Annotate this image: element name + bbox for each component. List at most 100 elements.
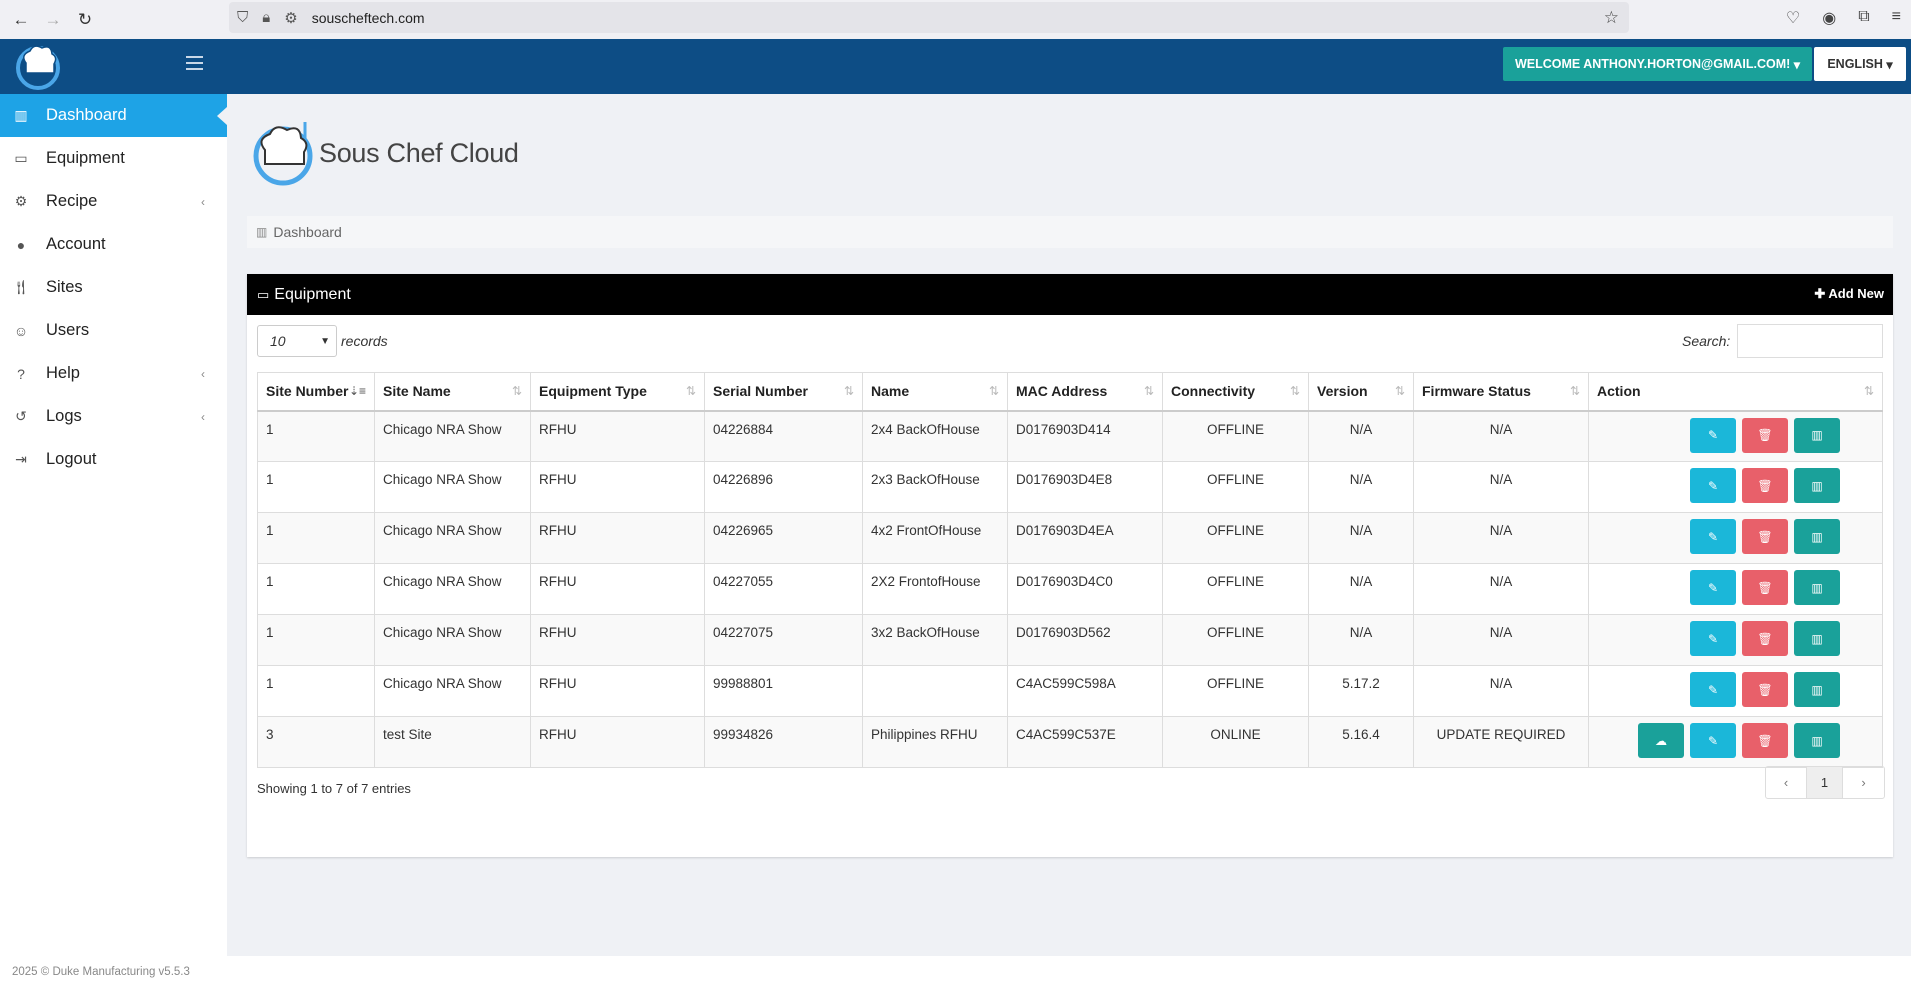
- bookmark-star-icon[interactable]: ☆: [1603, 8, 1619, 27]
- stats-button[interactable]: ▥: [1794, 417, 1840, 453]
- cell-version: 5.17.2: [1308, 665, 1414, 717]
- cell-action: ✎ 🗑︎ ▥: [1588, 665, 1883, 717]
- cell-action: ✎ 🗑︎ ▥: [1588, 461, 1883, 513]
- cell-mac-address: D0176903D562: [1007, 614, 1163, 666]
- table-row: 1 Chicago NRA Show RFHU 04227055 2X2 Frontof…: [257, 563, 1883, 615]
- edit-button[interactable]: ✎: [1690, 570, 1736, 605]
- welcome-text: WELCOME ANTHONY.HORTON@GMAIL.COM!: [1514, 57, 1791, 71]
- stats-button[interactable]: ▥: [1794, 672, 1840, 707]
- cell-equipment-type: RFHU: [530, 563, 705, 615]
- shield-icon: ⛉: [237, 9, 249, 26]
- delete-button[interactable]: 🗑︎: [1742, 621, 1788, 656]
- next-page-button[interactable]: ›: [1861, 775, 1866, 790]
- col-serial-number[interactable]: Serial Number ⇅: [704, 372, 863, 412]
- top-header: WELCOME ANTHONY.HORTON@GMAIL.COM! ▾ ENGL…: [0, 39, 1911, 94]
- firmware-update-button[interactable]: ☁: [1638, 723, 1684, 758]
- edit-button[interactable]: ✎: [1690, 621, 1736, 656]
- monitor-icon: ▭: [14, 150, 28, 166]
- address-bar[interactable]: ⛉ 🔒︎ ⚙︎ souscheftech.com ☆: [229, 2, 1629, 33]
- sidebar-item-dashboard[interactable]: ▥ Dashboard: [0, 94, 227, 137]
- records-per-page-select[interactable]: 10 ▼: [257, 325, 337, 357]
- col-site-number[interactable]: Site Number ⇣≡: [257, 372, 375, 412]
- cell-connectivity: OFFLINE: [1162, 614, 1309, 666]
- language-button[interactable]: ENGLISH ▾: [1814, 47, 1906, 81]
- cell-equipment-type: RFHU: [530, 410, 705, 462]
- stats-button[interactable]: ▥: [1794, 621, 1840, 656]
- edit-button[interactable]: ✎: [1690, 468, 1736, 503]
- cell-equipment-type: RFHU: [530, 716, 705, 768]
- sidebar-item-sites[interactable]: 🍴︎ Sites: [0, 266, 227, 309]
- col-version[interactable]: Version ⇅: [1308, 372, 1414, 412]
- col-mac-address[interactable]: MAC Address ⇅: [1007, 372, 1163, 412]
- col-equipment-type[interactable]: Equipment Type ⇅: [530, 372, 705, 412]
- sidebar-item-account[interactable]: ● Account: [0, 223, 227, 266]
- cell-version: N/A: [1308, 512, 1414, 564]
- cloud-upload-icon: ☁: [1655, 733, 1667, 748]
- cell-name: 3x2 BackOfHouse: [862, 614, 1008, 666]
- table-row: 3 test Site RFHU 99934826 Philippines RFHU C4…: [257, 716, 1883, 768]
- forward-icon[interactable]: →: [44, 9, 62, 29]
- chef-hat-logo[interactable]: [12, 41, 64, 91]
- pocket-icon[interactable]: ♡: [1785, 10, 1801, 27]
- col-action[interactable]: Action ⇅: [1588, 372, 1883, 412]
- breadcrumb: ▥ Dashboard: [247, 216, 1893, 248]
- add-new-button[interactable]: ✚ Add New: [1814, 286, 1884, 301]
- menu-icon[interactable]: ≡: [1891, 8, 1901, 25]
- cell-mac-address: D0176903D4EA: [1007, 512, 1163, 564]
- caret-down-icon: ▾: [1790, 57, 1801, 72]
- delete-button[interactable]: 🗑︎: [1742, 417, 1788, 453]
- sidebar-item-logs[interactable]: ↺ Logs ‹: [0, 395, 227, 438]
- delete-button[interactable]: 🗑︎: [1742, 570, 1788, 605]
- cell-connectivity: OFFLINE: [1162, 410, 1309, 462]
- edit-button[interactable]: ✎: [1690, 519, 1736, 554]
- trash-icon: 🗑︎: [1757, 580, 1773, 595]
- reload-icon[interactable]: ↻: [77, 9, 93, 29]
- col-name[interactable]: Name ⇅: [862, 372, 1008, 412]
- sidebar-item-equipment[interactable]: ▭ Equipment: [0, 137, 227, 180]
- extensions-icon[interactable]: ⧉: [1858, 8, 1870, 25]
- sidebar-item-logout[interactable]: ⇥ Logout: [0, 438, 227, 481]
- account-icon[interactable]: ◉: [1822, 10, 1837, 27]
- edit-button[interactable]: ✎: [1690, 723, 1736, 758]
- sort-icon: ⇅: [1143, 384, 1154, 398]
- records-label: records: [341, 333, 388, 349]
- col-firmware-status[interactable]: Firmware Status ⇅: [1413, 372, 1589, 412]
- pencil-icon: ✎: [1707, 428, 1719, 442]
- sidebar-item-users[interactable]: ☺ Users: [0, 309, 227, 352]
- stats-button[interactable]: ▥: [1794, 570, 1840, 605]
- pencil-icon: ✎: [1707, 631, 1719, 646]
- equipment-table: Site Number ⇣≡ Site Name ⇅ Equipment Type ⇅…: [257, 372, 1883, 768]
- delete-button[interactable]: 🗑︎: [1742, 723, 1788, 758]
- lock-icon: 🔒︎: [262, 9, 271, 26]
- site-settings-icon[interactable]: ⚙︎: [284, 9, 298, 27]
- edit-button[interactable]: ✎: [1690, 672, 1736, 707]
- col-connectivity[interactable]: Connectivity ⇅: [1162, 372, 1309, 412]
- sidebar-item-recipe[interactable]: ⚙ Recipe ‹: [0, 180, 227, 223]
- cell-firmware-status: N/A: [1413, 512, 1589, 564]
- user-menu-button[interactable]: WELCOME ANTHONY.HORTON@GMAIL.COM! ▾: [1503, 47, 1812, 81]
- brand: Sous Chef Cloud: [247, 118, 519, 188]
- delete-button[interactable]: 🗑︎: [1742, 468, 1788, 503]
- page-1-button[interactable]: 1: [1807, 767, 1843, 798]
- delete-button[interactable]: 🗑︎: [1742, 519, 1788, 554]
- cell-site-number: 1: [257, 614, 375, 666]
- sort-icon: ⇅: [511, 384, 522, 398]
- stats-button[interactable]: ▥: [1794, 723, 1840, 758]
- caret-down-icon: ▾: [1882, 57, 1893, 72]
- search-input[interactable]: [1737, 324, 1883, 358]
- prev-page-button[interactable]: ‹: [1766, 767, 1807, 798]
- stats-button[interactable]: ▥: [1794, 468, 1840, 503]
- pencil-icon: ✎: [1707, 529, 1719, 544]
- col-site-name[interactable]: Site Name ⇅: [374, 372, 531, 412]
- sidebar-item-help[interactable]: ? Help ‹: [0, 352, 227, 395]
- breadcrumb-item[interactable]: Dashboard: [273, 224, 342, 240]
- sidebar-toggle-icon[interactable]: [186, 56, 203, 74]
- cell-site-number: 1: [257, 461, 375, 513]
- back-icon[interactable]: ←: [12, 9, 30, 29]
- sort-icon: ⇅: [1394, 384, 1405, 398]
- stats-button[interactable]: ▥: [1794, 519, 1840, 554]
- edit-button[interactable]: ✎: [1690, 417, 1736, 453]
- cell-firmware-status: UPDATE REQUIRED: [1413, 716, 1589, 768]
- delete-button[interactable]: 🗑︎: [1742, 672, 1788, 707]
- cell-action: ✎ 🗑︎ ▥: [1588, 410, 1883, 462]
